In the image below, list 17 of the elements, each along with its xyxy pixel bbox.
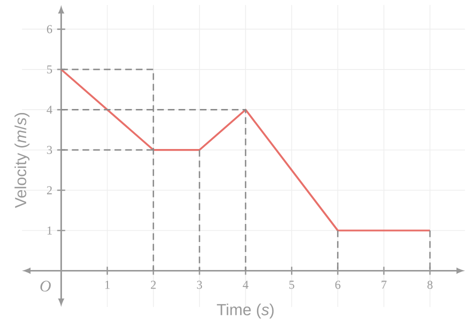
x-tick-label: 4 — [242, 280, 248, 289]
y-tick-label: 4 — [46, 106, 52, 114]
y-tick-label: 6 — [47, 25, 52, 34]
x-axis-title: Time (s) — [216, 304, 274, 318]
x-tick-label: 3 — [197, 280, 202, 289]
x-tick-label: 5 — [289, 280, 294, 289]
x-tick-label: 1 — [105, 280, 110, 289]
x-tick-label: 6 — [335, 280, 340, 289]
y-tick-label: 2 — [47, 186, 52, 194]
x-tick-label: 8 — [427, 280, 433, 289]
x-tick-label: 7 — [382, 280, 387, 289]
x-tick-label: 2 — [150, 280, 156, 289]
y-tick-label: 1 — [48, 226, 52, 234]
y-tick-label: 3 — [47, 146, 52, 154]
annotation: O — [40, 280, 51, 292]
y-axis-title: Velocity (m/s) — [14, 113, 30, 208]
y-tick-label: 5 — [47, 65, 52, 74]
